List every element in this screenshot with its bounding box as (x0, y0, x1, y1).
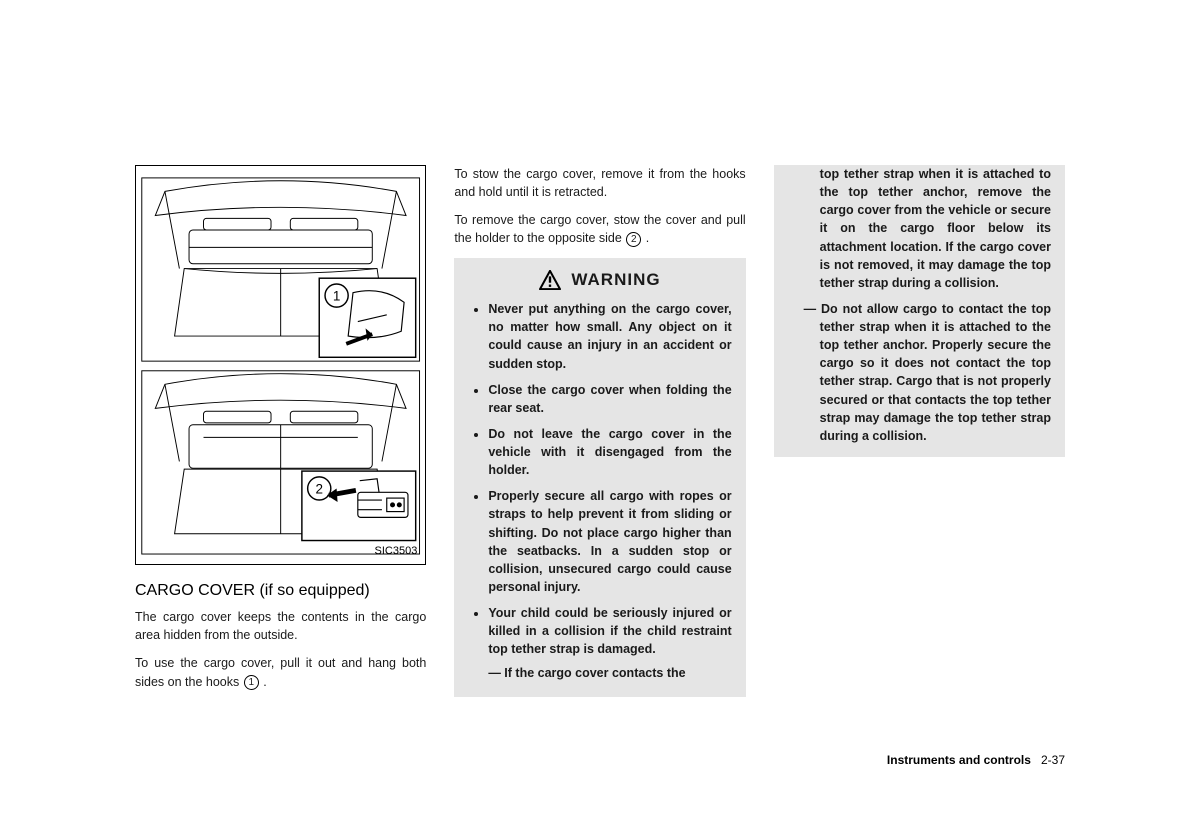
warning-item: Your child could be seriously injured or… (488, 604, 731, 683)
footer-section: Instruments and controls (887, 753, 1031, 767)
text: To use the cargo cover, pull it out and … (135, 656, 426, 688)
column-3: top tether strap when it is attached to … (774, 165, 1065, 701)
svg-text:2: 2 (315, 481, 323, 496)
warning-item: Never put anything on the cargo cover, n… (488, 300, 731, 373)
paragraph: To remove the cargo cover, stow the cove… (454, 211, 745, 247)
warning-box-continued: top tether strap when it is attached to … (774, 165, 1065, 457)
warning-item: Close the cargo cover when folding the r… (488, 381, 731, 417)
warning-title: WARNING (571, 268, 660, 293)
column-1: 1 (135, 165, 426, 701)
warning-sub-item: — If the cargo cover contacts the (488, 664, 731, 682)
text: . (642, 231, 649, 245)
warning-header: WARNING (468, 268, 731, 293)
column-2: To stow the cargo cover, remove it from … (454, 165, 745, 701)
manual-page: 1 (0, 0, 1200, 741)
cargo-diagram-svg: 1 (136, 166, 425, 564)
callout-1: 1 (244, 675, 259, 690)
warning-box: WARNING Never put anything on the cargo … (454, 258, 745, 697)
warning-item: Properly secure all cargo with ropes or … (488, 487, 731, 596)
cargo-cover-figure: 1 (135, 165, 426, 565)
text: To remove the cargo cover, stow the cove… (454, 213, 745, 245)
section-heading: CARGO COVER (if so equipped) (135, 579, 426, 602)
warning-icon (539, 270, 561, 290)
svg-text:1: 1 (333, 288, 341, 303)
warning-list: Never put anything on the cargo cover, n… (468, 300, 731, 682)
paragraph: To use the cargo cover, pull it out and … (135, 654, 426, 690)
text: . (260, 675, 267, 689)
warning-continuation: top tether strap when it is attached to … (788, 165, 1051, 292)
figure-label: SIC3503 (375, 544, 418, 560)
warning-sub-item: — Do not allow cargo to contact the top … (788, 300, 1051, 445)
page-footer: Instruments and controls 2-37 (887, 753, 1065, 767)
warning-item: Do not leave the cargo cover in the vehi… (488, 425, 731, 479)
footer-page: 2-37 (1041, 753, 1065, 767)
paragraph: To stow the cargo cover, remove it from … (454, 165, 745, 201)
text: Your child could be seriously injured or… (488, 606, 731, 656)
paragraph: The cargo cover keeps the contents in th… (135, 608, 426, 644)
callout-2: 2 (626, 232, 641, 247)
